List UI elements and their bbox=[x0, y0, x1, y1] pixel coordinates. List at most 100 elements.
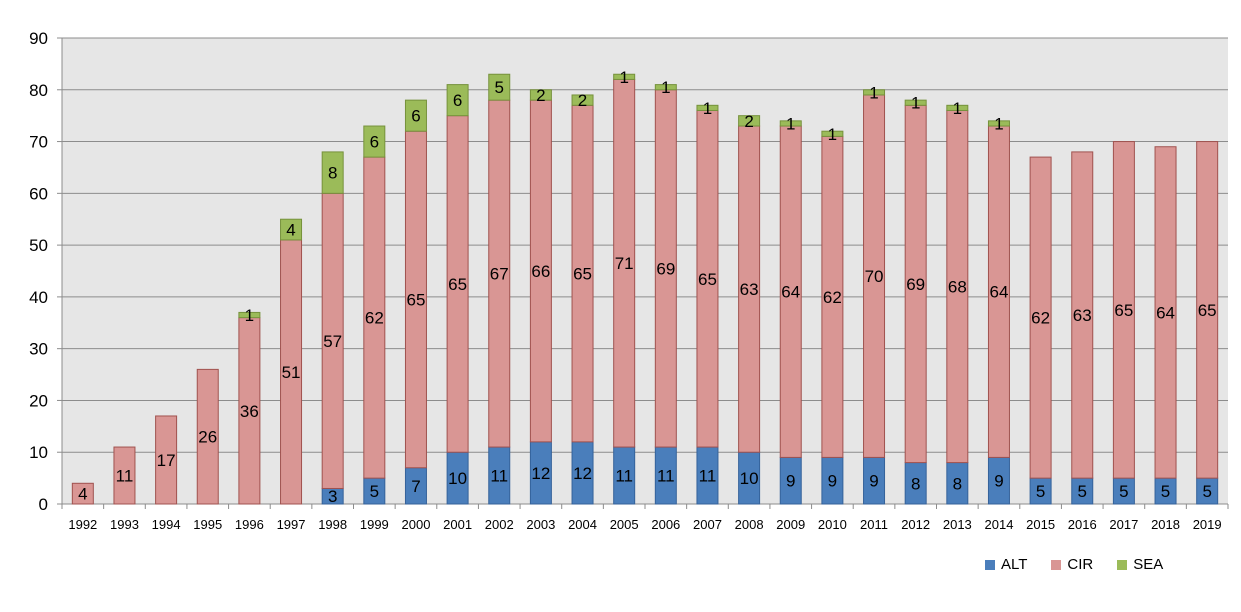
data-label-sea: 1 bbox=[828, 125, 837, 144]
data-label-alt: 12 bbox=[573, 464, 592, 483]
data-label-alt: 10 bbox=[740, 469, 759, 488]
data-label-alt: 7 bbox=[411, 477, 420, 496]
bar-segment-sea bbox=[446, 84, 469, 117]
bar-segment-sea bbox=[321, 151, 344, 194]
data-label-sea: 2 bbox=[578, 91, 587, 110]
bar-segment-cir bbox=[1071, 151, 1094, 479]
bar-segment-sea bbox=[738, 115, 761, 127]
x-tick-label: 2019 bbox=[1193, 517, 1222, 532]
bar-segment-sea bbox=[280, 218, 303, 241]
bar-segment-sea bbox=[946, 104, 969, 111]
x-tick-label: 2016 bbox=[1068, 517, 1097, 532]
bar-segment-sea bbox=[404, 99, 427, 132]
y-tick-label: 70 bbox=[29, 133, 48, 152]
x-tick-label: 2004 bbox=[568, 517, 597, 532]
data-label-cir: 11 bbox=[116, 467, 134, 486]
x-tick-label: 2010 bbox=[818, 517, 847, 532]
y-tick-label: 50 bbox=[29, 236, 48, 255]
y-tick-label: 60 bbox=[29, 184, 48, 203]
y-tick-label: 30 bbox=[29, 340, 48, 359]
data-label-cir: 65 bbox=[448, 275, 467, 294]
data-label-cir: 65 bbox=[573, 265, 592, 284]
data-label-sea: 1 bbox=[953, 99, 962, 118]
data-label-cir: 66 bbox=[531, 262, 550, 281]
x-tick-label: 1998 bbox=[318, 517, 347, 532]
x-tick-label: 1992 bbox=[68, 517, 97, 532]
x-tick-label: 2007 bbox=[693, 517, 722, 532]
data-label-alt: 11 bbox=[490, 467, 508, 486]
data-label-sea: 4 bbox=[286, 221, 295, 240]
bar-segment-cir bbox=[71, 482, 94, 505]
data-label-alt: 8 bbox=[953, 474, 962, 493]
data-label-alt: 5 bbox=[1078, 482, 1087, 501]
data-label-sea: 1 bbox=[786, 114, 795, 133]
data-label-sea: 1 bbox=[245, 306, 254, 325]
x-tick-label: 2014 bbox=[985, 517, 1014, 532]
data-label-cir: 17 bbox=[157, 451, 176, 470]
data-label-alt: 9 bbox=[828, 472, 837, 491]
data-label-cir: 70 bbox=[865, 267, 884, 286]
data-label-sea: 1 bbox=[703, 99, 712, 118]
bar-segment-sea bbox=[571, 94, 594, 106]
x-tick-label: 2008 bbox=[735, 517, 764, 532]
bar-segment-sea bbox=[488, 73, 511, 101]
data-label-cir: 62 bbox=[1031, 309, 1050, 328]
bar-segment-sea bbox=[904, 99, 927, 106]
legend-label-cir: CIR bbox=[1067, 556, 1094, 573]
data-label-cir: 68 bbox=[948, 278, 967, 297]
data-label-alt: 9 bbox=[994, 472, 1003, 491]
x-tick-label: 2005 bbox=[610, 517, 639, 532]
data-label-alt: 8 bbox=[911, 474, 920, 493]
data-label-cir: 69 bbox=[906, 275, 925, 294]
x-tick-label: 2012 bbox=[901, 517, 930, 532]
data-label-cir: 65 bbox=[698, 270, 717, 289]
bar-segment-sea bbox=[863, 89, 886, 96]
data-label-cir: 65 bbox=[1198, 301, 1217, 320]
legend-label-alt: ALT bbox=[1001, 556, 1028, 573]
legend-item-alt: ALT bbox=[985, 556, 1027, 573]
y-tick-label: 80 bbox=[29, 81, 48, 100]
data-label-sea: 6 bbox=[411, 107, 420, 126]
x-tick-label: 2009 bbox=[776, 517, 805, 532]
x-tick-label: 1997 bbox=[277, 517, 306, 532]
bar-segment-cir bbox=[155, 415, 178, 505]
x-tick-label: 1996 bbox=[235, 517, 264, 532]
data-label-sea: 6 bbox=[370, 133, 379, 152]
data-label-sea: 1 bbox=[994, 114, 1003, 133]
x-tick-label: 2000 bbox=[402, 517, 431, 532]
data-label-alt: 5 bbox=[1202, 482, 1211, 501]
data-label-sea: 2 bbox=[744, 112, 753, 131]
data-label-alt: 5 bbox=[1036, 482, 1045, 501]
bar-segment-cir bbox=[1196, 141, 1219, 479]
x-tick-label: 1993 bbox=[110, 517, 139, 532]
data-label-sea: 5 bbox=[495, 78, 504, 97]
data-label-sea: 1 bbox=[869, 83, 878, 102]
legend-swatch-cir bbox=[1051, 559, 1062, 570]
plot-area bbox=[62, 38, 1228, 504]
bar-segment-cir bbox=[196, 368, 219, 505]
data-label-cir: 51 bbox=[282, 363, 301, 382]
bar-segment-sea bbox=[238, 311, 261, 319]
x-tick-label: 2006 bbox=[651, 517, 680, 532]
x-tick-label: 2013 bbox=[943, 517, 972, 532]
bar-segment-sea bbox=[529, 89, 552, 101]
y-tick-label: 90 bbox=[29, 29, 48, 48]
data-label-cir: 64 bbox=[990, 283, 1009, 302]
x-tick-label: 2011 bbox=[860, 517, 888, 532]
bar-segment-cir bbox=[113, 446, 136, 505]
data-label-cir: 65 bbox=[407, 290, 426, 309]
bar-segment-cir bbox=[1029, 156, 1052, 479]
legend-item-cir: CIR bbox=[1051, 556, 1093, 573]
data-label-cir: 67 bbox=[490, 265, 509, 284]
legend-swatch-alt bbox=[985, 559, 995, 570]
data-label-sea: 1 bbox=[619, 68, 628, 87]
data-label-cir: 57 bbox=[323, 332, 342, 351]
y-tick-label: 0 bbox=[39, 495, 48, 514]
bar-segment-sea bbox=[987, 120, 1010, 127]
x-tick-label: 2017 bbox=[1109, 517, 1138, 532]
data-label-sea: 1 bbox=[661, 78, 670, 97]
data-label-alt: 11 bbox=[699, 467, 717, 486]
y-tick-label: 40 bbox=[29, 288, 48, 307]
data-label-alt: 9 bbox=[869, 472, 878, 491]
